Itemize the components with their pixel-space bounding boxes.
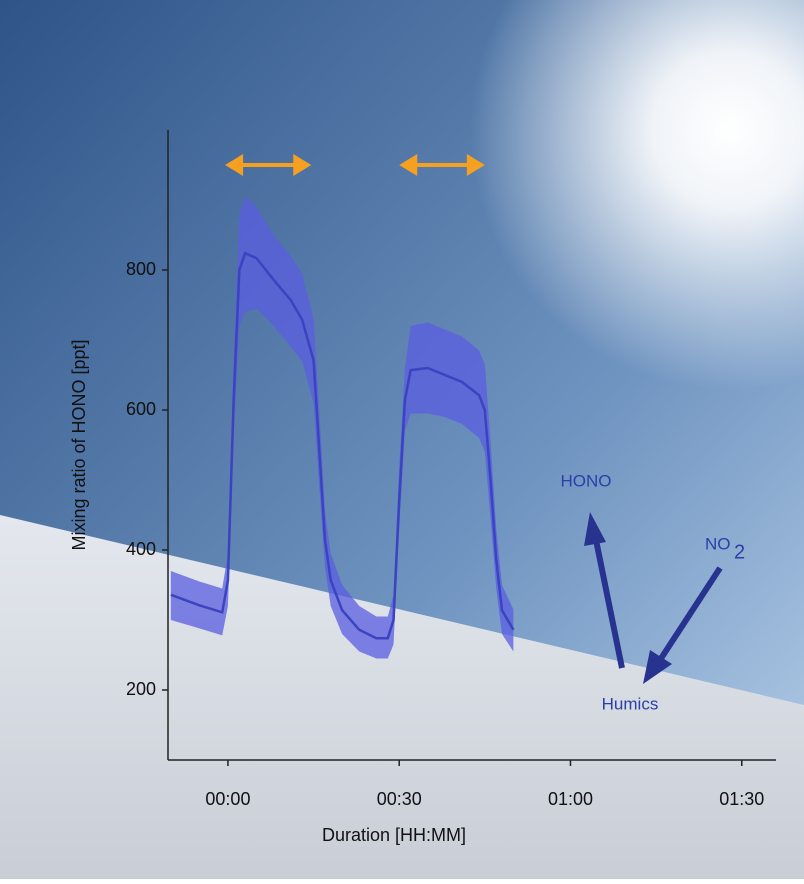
- arrow: [593, 539, 625, 669]
- x-tick-label: 01:00: [548, 789, 593, 809]
- y-axis-label: Mixing ratio of HONO [ppt]: [69, 339, 89, 550]
- arrow-head: [293, 154, 312, 176]
- x-tick-label: 00:00: [205, 789, 250, 809]
- y-tick-label: 600: [126, 399, 156, 419]
- arrow-head: [399, 154, 418, 176]
- plot: 200 400 600 800 00:00 00:30 01:00 01:30 Duration…: [69, 130, 776, 845]
- annotation: Humics: [602, 694, 659, 713]
- arrow-head: [643, 650, 672, 684]
- arrow-head: [225, 154, 244, 176]
- annotation: NO: [705, 534, 731, 553]
- y-tick-label: 200: [126, 679, 156, 699]
- annotation: HONO: [561, 471, 612, 490]
- arrow-head: [466, 154, 485, 176]
- x-tick-label: 01:30: [719, 789, 764, 809]
- y-tick-label: 400: [126, 539, 156, 559]
- x-axis-label: Duration [HH:MM]: [322, 825, 466, 845]
- arrow: [657, 566, 723, 662]
- arrow-head: [584, 512, 606, 546]
- annotation-sub: 2: [734, 541, 745, 563]
- x-tick-label: 00:30: [377, 789, 422, 809]
- y-tick-label: 800: [126, 259, 156, 279]
- line: [170, 251, 515, 640]
- uncertainty-band: [170, 196, 514, 659]
